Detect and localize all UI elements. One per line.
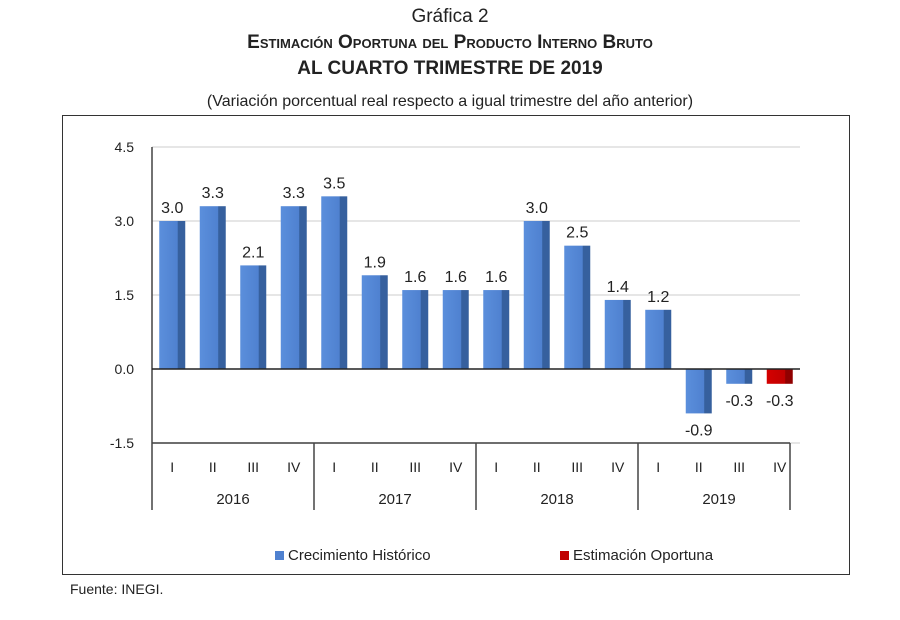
quarter-label: II bbox=[533, 459, 541, 475]
data-label: 3.5 bbox=[323, 175, 345, 192]
quarter-label: III bbox=[733, 459, 745, 475]
bar bbox=[280, 206, 307, 369]
year-label: 2019 bbox=[702, 491, 735, 508]
chart-subtitle: (Variación porcentual real respecto a ig… bbox=[206, 93, 694, 110]
legend-swatch bbox=[275, 551, 284, 560]
year-label: 2017 bbox=[378, 491, 411, 508]
legend-label: Crecimiento Histórico bbox=[288, 547, 431, 564]
bar bbox=[321, 196, 348, 369]
data-label: -0.9 bbox=[685, 422, 713, 439]
quarter-label: III bbox=[247, 459, 259, 475]
data-label: 3.3 bbox=[283, 185, 305, 202]
data-label: 3.3 bbox=[202, 185, 224, 202]
data-label: -0.3 bbox=[766, 393, 794, 410]
y-tick-label: 4.5 bbox=[115, 139, 135, 155]
data-label: 1.6 bbox=[404, 269, 426, 286]
quarter-label: IV bbox=[773, 459, 787, 475]
data-label: 1.6 bbox=[445, 269, 467, 286]
y-tick-label: 0.0 bbox=[115, 361, 135, 377]
bar bbox=[726, 369, 753, 384]
data-label: 1.2 bbox=[647, 289, 669, 306]
source-note: Fuente: INEGI. bbox=[70, 581, 164, 597]
legend-label: Estimación Oportuna bbox=[573, 547, 714, 564]
quarter-label: IV bbox=[449, 459, 463, 475]
quarter-label: IV bbox=[287, 459, 301, 475]
chart-label: Gráfica 2 bbox=[411, 6, 489, 27]
data-label: 3.0 bbox=[526, 200, 548, 217]
bar bbox=[483, 290, 510, 369]
chart-frame bbox=[62, 115, 850, 575]
quarter-label: I bbox=[170, 459, 174, 475]
quarter-label: I bbox=[332, 459, 336, 475]
y-tick-label: 1.5 bbox=[115, 287, 135, 303]
quarter-label: IV bbox=[611, 459, 625, 475]
bar bbox=[442, 290, 469, 369]
year-label: 2016 bbox=[216, 491, 249, 508]
data-label: 1.6 bbox=[485, 269, 507, 286]
quarter-label: I bbox=[656, 459, 660, 475]
bar bbox=[604, 299, 631, 369]
bar bbox=[199, 206, 226, 369]
bar bbox=[159, 221, 186, 369]
quarter-label: II bbox=[209, 459, 217, 475]
quarter-label: I bbox=[494, 459, 498, 475]
y-tick-label: 3.0 bbox=[115, 213, 135, 229]
quarter-label: II bbox=[371, 459, 379, 475]
chart-title-line2: AL CUARTO TRIMESTRE DE 2019 bbox=[297, 58, 603, 79]
quarter-label: III bbox=[571, 459, 583, 475]
bar bbox=[766, 369, 793, 384]
data-label: 1.9 bbox=[364, 254, 386, 271]
legend-swatch bbox=[560, 551, 569, 560]
bar bbox=[564, 245, 591, 369]
data-label: 3.0 bbox=[161, 200, 183, 217]
quarter-label: III bbox=[409, 459, 421, 475]
bar bbox=[361, 275, 388, 369]
bar bbox=[685, 369, 712, 414]
bar bbox=[645, 309, 672, 369]
data-label: -0.3 bbox=[725, 393, 753, 410]
bar bbox=[240, 265, 267, 369]
data-label: 2.1 bbox=[242, 244, 264, 261]
y-tick-label: -1.5 bbox=[110, 435, 134, 451]
bar bbox=[402, 290, 429, 369]
year-label: 2018 bbox=[540, 491, 573, 508]
quarter-label: II bbox=[695, 459, 703, 475]
bar bbox=[523, 221, 550, 369]
data-label: 1.4 bbox=[607, 279, 629, 296]
chart-title: Estimación Oportuna del Producto Interno… bbox=[247, 32, 653, 53]
data-label: 2.5 bbox=[566, 225, 588, 242]
